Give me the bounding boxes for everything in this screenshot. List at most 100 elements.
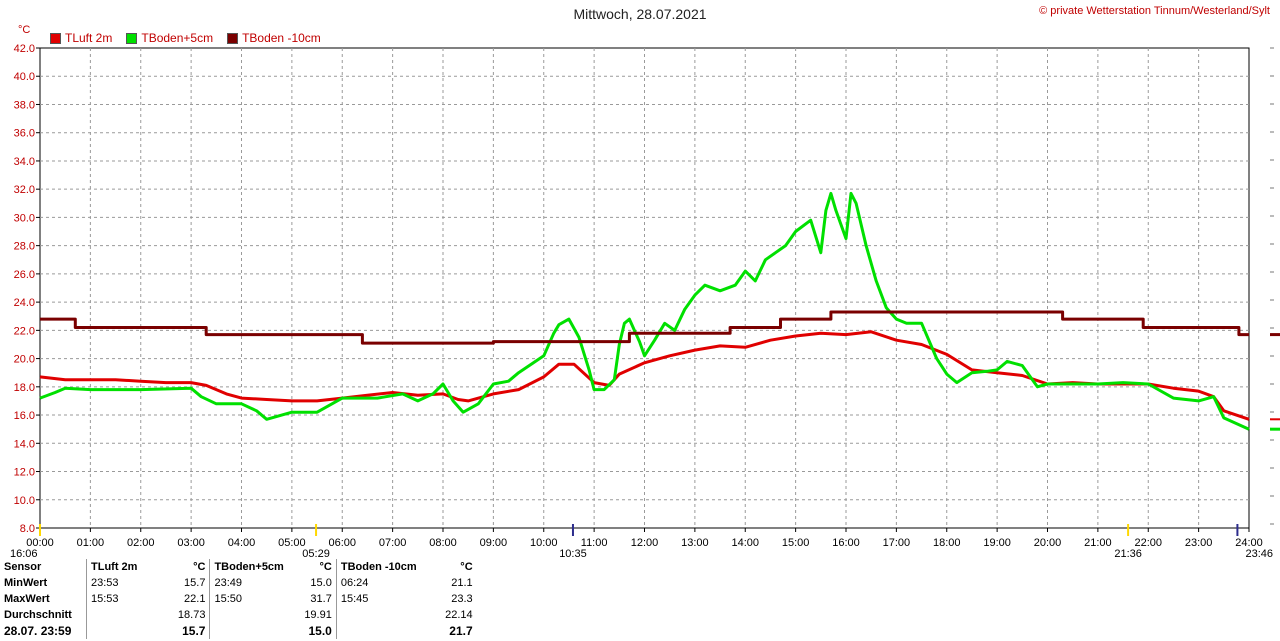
stats-avg-blank3	[335, 607, 421, 623]
legend-label-tboden5: TBoden+5cm	[141, 31, 214, 45]
stats-head-c2: TBoden+5cm	[209, 559, 288, 575]
y-tick-label: 8.0	[20, 523, 35, 535]
x-tick-label: 17:00	[883, 537, 911, 549]
y-axis-unit: °C	[18, 24, 31, 36]
x-tick-label: 24:00	[1235, 537, 1263, 549]
stats-max-label: MaxWert	[4, 593, 50, 605]
x-tick-label: 08:00	[429, 537, 457, 549]
copyright-label: © private Wetterstation Tinnum/Westerlan…	[1039, 5, 1270, 17]
stats-max-v1: 22.1	[184, 593, 206, 605]
x-tick-label: 19:00	[983, 537, 1011, 549]
stats-avg-row: Durchschnitt 18.73 19.91 22.14	[0, 607, 477, 623]
y-tick-label: 26.0	[14, 269, 35, 281]
series-line-2	[40, 310, 1249, 345]
x-tick-label: 18:00	[933, 537, 961, 549]
stats-max-t2: 15:50	[209, 591, 288, 607]
x-tick-label: 16:00	[832, 537, 860, 549]
stats-avg-v3: 22.14	[445, 609, 473, 621]
chart-title: Mittwoch, 28.07.2021	[573, 6, 707, 22]
x-tick-label: 02:00	[127, 537, 155, 549]
stats-head-u3: °C	[460, 561, 473, 573]
stats-last-blank2	[209, 623, 288, 639]
stats-min-t3: 06:24	[335, 575, 421, 591]
y-tick-label: 12.0	[14, 467, 35, 479]
series-line-1	[39, 191, 1250, 431]
stats-head-u1: °C	[193, 561, 206, 573]
stats-max-v2: 31.7	[310, 593, 332, 605]
stats-max-row: MaxWert 15:53 22.1 15:50 31.7 15:45 23.3	[0, 591, 477, 607]
x-tick-label: 22:00	[1134, 537, 1162, 549]
stats-head-c3: TBoden -10cm	[335, 559, 421, 575]
y-tick-label: 34.0	[14, 156, 35, 168]
stats-last-v2: 15.0	[308, 624, 332, 638]
stats-min-label: MinWert	[4, 577, 48, 589]
stats-avg-blank1	[86, 607, 142, 623]
stats-head-sensor: Sensor	[4, 561, 42, 573]
stats-min-row: MinWert 23:53 15.7 23:49 15.0 06:24 21.1	[0, 575, 477, 591]
y-tick-label: 22.0	[14, 325, 35, 337]
y-tick-label: 42.0	[14, 43, 35, 55]
stats-min-v1: 15.7	[184, 577, 206, 589]
x-tick-label: 06:00	[328, 537, 356, 549]
stats-last-blank1	[86, 623, 142, 639]
chart-legend: TLuft 2m TBoden+5cm TBoden -10cm	[50, 31, 321, 45]
stats-last-blank3	[335, 623, 421, 639]
stats-last-label: 28.07. 23:59	[4, 624, 72, 638]
x-tick-label: 15:00	[782, 537, 810, 549]
stats-avg-v2: 19.91	[304, 609, 332, 621]
stats-last-row: 28.07. 23:59 15.7 15.0 21.7	[0, 623, 477, 639]
legend-swatch-tluft	[50, 32, 61, 44]
y-tick-label: 28.0	[14, 241, 35, 253]
time-marker-label: 16:06	[10, 548, 38, 560]
time-marker-label: 05:29	[302, 548, 330, 560]
time-marker-label: 23:46	[1245, 548, 1273, 560]
stats-max-t1: 15:53	[86, 591, 142, 607]
stats-head-u2: °C	[319, 561, 332, 573]
legend-swatch-tboden5	[126, 32, 138, 44]
stats-min-v3: 21.1	[451, 577, 473, 589]
y-tick-label: 40.0	[14, 71, 35, 83]
x-tick-label: 11:00	[581, 537, 608, 549]
legend-item-tluft[interactable]: TLuft 2m	[50, 31, 112, 45]
legend-item-tboden10[interactable]: TBoden -10cm	[227, 31, 321, 45]
x-tick-label: 12:00	[631, 537, 659, 549]
stats-max-v3: 23.3	[451, 593, 473, 605]
x-tick-label: 23:00	[1185, 537, 1213, 549]
stats-max-t3: 15:45	[335, 591, 421, 607]
stats-avg-v1: 18.73	[177, 609, 206, 621]
y-tick-label: 18.0	[14, 382, 35, 394]
y-tick-label: 24.0	[14, 297, 35, 309]
time-marker-label: 10:35	[559, 548, 587, 560]
stats-last-v1: 15.7	[182, 624, 206, 638]
statistics-table: Sensor TLuft 2m °C TBoden+5cm °C TBoden …	[0, 559, 477, 639]
stats-min-t1: 23:53	[86, 575, 142, 591]
stats-last-v3: 21.7	[449, 624, 473, 638]
legend-label-tboden10: TBoden -10cm	[242, 31, 321, 45]
x-tick-label: 14:00	[731, 537, 759, 549]
x-tick-label: 05:00	[278, 537, 306, 549]
y-tick-label: 16.0	[14, 410, 35, 422]
x-tick-label: 09:00	[480, 537, 508, 549]
stats-header-row: Sensor TLuft 2m °C TBoden+5cm °C TBoden …	[0, 559, 477, 575]
y-tick-label: 36.0	[14, 128, 35, 140]
time-marker-label: 21:36	[1114, 548, 1142, 560]
x-tick-label: 21:00	[1084, 537, 1112, 549]
x-tick-label: 04:00	[228, 537, 256, 549]
stats-avg-blank2	[209, 607, 288, 623]
stats-min-v2: 15.0	[310, 577, 332, 589]
stats-min-t2: 23:49	[209, 575, 288, 591]
y-tick-label: 20.0	[14, 354, 35, 366]
x-tick-label: 10:00	[530, 537, 558, 549]
legend-item-tboden5[interactable]: TBoden+5cm	[126, 31, 213, 45]
legend-label-tluft: TLuft 2m	[65, 31, 113, 45]
stats-avg-label: Durchschnitt	[4, 609, 72, 621]
x-tick-label: 00:00	[26, 537, 54, 549]
x-tick-label: 01:00	[77, 537, 105, 549]
y-tick-label: 30.0	[14, 212, 35, 224]
x-tick-label: 13:00	[681, 537, 709, 549]
x-tick-label: 03:00	[177, 537, 205, 549]
y-tick-label: 14.0	[14, 438, 35, 450]
x-tick-label: 20:00	[1034, 537, 1062, 549]
legend-swatch-tboden10	[227, 32, 239, 44]
